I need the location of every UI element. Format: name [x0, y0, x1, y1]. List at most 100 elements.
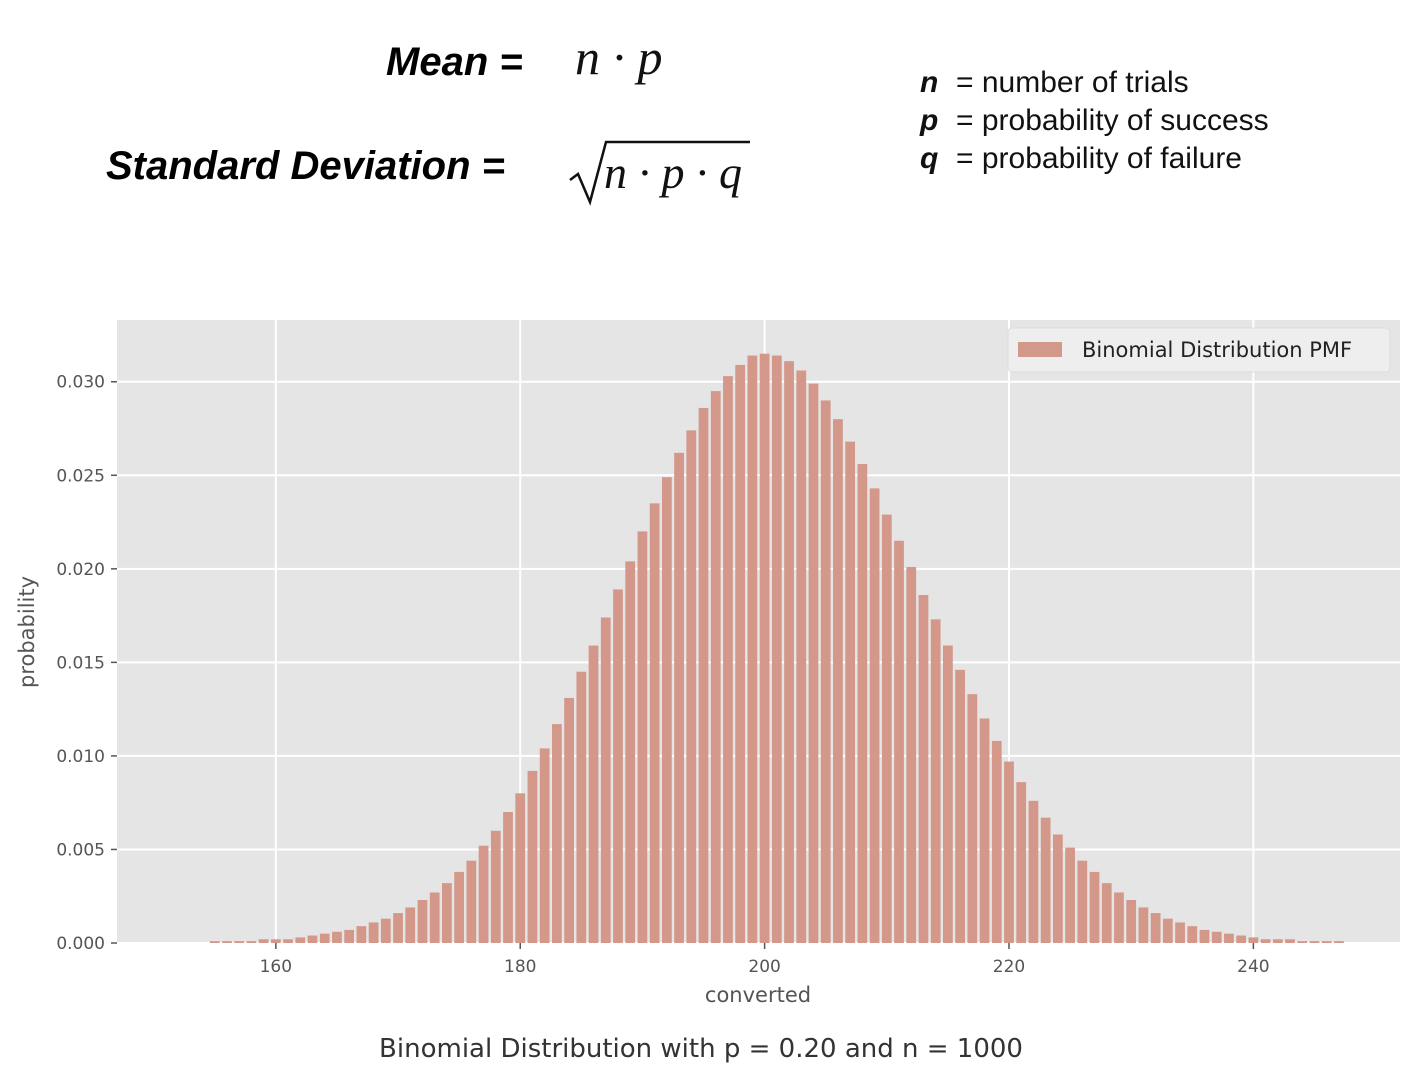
bar	[820, 400, 831, 943]
square-root-icon	[569, 140, 750, 206]
bar	[405, 907, 416, 943]
bar	[1052, 834, 1063, 943]
legend-label: Binomial Distribution PMF	[1082, 338, 1352, 362]
bar	[600, 617, 611, 943]
bar-series	[209, 353, 1344, 944]
bar	[943, 645, 953, 943]
bar	[344, 929, 355, 943]
y-tick-label: 0.015	[56, 653, 105, 673]
bar	[771, 355, 782, 944]
mean-label: Mean =	[386, 40, 523, 84]
x-tick-label: 160	[260, 957, 292, 977]
definition-symbol: q	[920, 142, 939, 175]
y-tick-label: 0.005	[56, 840, 105, 860]
y-tick-label: 0.030	[56, 373, 105, 393]
bar	[283, 939, 293, 943]
bar	[625, 561, 636, 943]
bar	[539, 748, 550, 943]
bar	[490, 830, 501, 943]
bar	[808, 383, 819, 943]
bar	[930, 619, 941, 943]
bar	[270, 939, 281, 943]
bar	[784, 361, 794, 943]
bar	[234, 941, 245, 943]
bar	[833, 419, 843, 944]
bar	[478, 845, 489, 943]
bar	[527, 770, 538, 943]
bar	[1126, 899, 1137, 943]
bar	[1028, 800, 1039, 943]
bar	[723, 376, 733, 944]
definition-text: = probability of success	[956, 104, 1269, 137]
standard-deviation-formula: n · p · q	[604, 147, 742, 198]
bar	[1040, 817, 1051, 943]
bar	[1211, 931, 1222, 943]
bar	[906, 566, 917, 943]
bar	[991, 740, 1002, 943]
bar	[710, 391, 721, 943]
x-axis-label: converted	[705, 983, 811, 1007]
bar	[759, 353, 770, 943]
definition-text: = probability of failure	[956, 142, 1242, 175]
bar	[1077, 860, 1088, 943]
plot-area	[117, 320, 1400, 943]
bar	[551, 724, 562, 943]
y-axis-label: probability	[15, 576, 39, 688]
definition-n: n = number of trials	[920, 64, 1189, 102]
bar	[319, 933, 330, 943]
bar	[979, 718, 990, 943]
bar	[1321, 941, 1332, 943]
bar	[258, 939, 269, 943]
bar	[637, 531, 648, 943]
bar	[1175, 922, 1185, 943]
bar	[209, 941, 220, 943]
bar	[1309, 941, 1320, 943]
bar	[429, 892, 440, 943]
bar	[735, 364, 746, 944]
bar	[1114, 892, 1124, 943]
bar	[1297, 941, 1308, 943]
definition-symbol: n	[920, 66, 939, 99]
bar	[894, 540, 904, 943]
bar	[1236, 935, 1247, 943]
bar	[1199, 929, 1210, 943]
bar	[246, 941, 257, 943]
bar	[1162, 918, 1173, 943]
y-tick-label: 0.000	[56, 934, 105, 954]
definition-text: = number of trials	[956, 66, 1189, 99]
bar	[845, 441, 856, 943]
bar	[222, 941, 232, 943]
bar	[515, 793, 526, 943]
bar	[295, 937, 306, 943]
y-tick-label: 0.025	[56, 466, 105, 486]
bar	[869, 488, 880, 943]
definition-p: p = probability of success	[920, 102, 1269, 140]
definition-q: q = probability of failure	[920, 140, 1242, 178]
bar	[698, 407, 709, 944]
bar	[1065, 847, 1075, 943]
x-tick-label: 200	[748, 957, 780, 977]
bar	[918, 595, 929, 943]
bar	[393, 913, 403, 943]
bar	[1138, 907, 1149, 943]
binomial-pmf-chart: 160 180 200 220 240 0.000 0.005 0.010 0.015 0.020…	[15, 320, 1400, 1007]
bar	[1016, 782, 1027, 943]
bar	[1187, 926, 1198, 943]
definition-symbol: p	[920, 104, 939, 137]
bar	[307, 935, 318, 943]
bar	[1334, 941, 1344, 943]
bar	[332, 931, 342, 943]
bar	[613, 589, 623, 943]
bar	[1004, 761, 1014, 943]
bar	[747, 355, 758, 944]
bar	[857, 464, 868, 943]
bar	[1248, 937, 1259, 943]
bar	[356, 926, 367, 943]
bar	[1285, 939, 1295, 943]
mean-formula: n · p	[575, 29, 663, 85]
bar	[442, 883, 452, 943]
y-tick-label: 0.010	[56, 747, 105, 767]
bar	[1272, 939, 1283, 943]
x-tick-label: 220	[993, 957, 1025, 977]
bar	[967, 694, 978, 943]
